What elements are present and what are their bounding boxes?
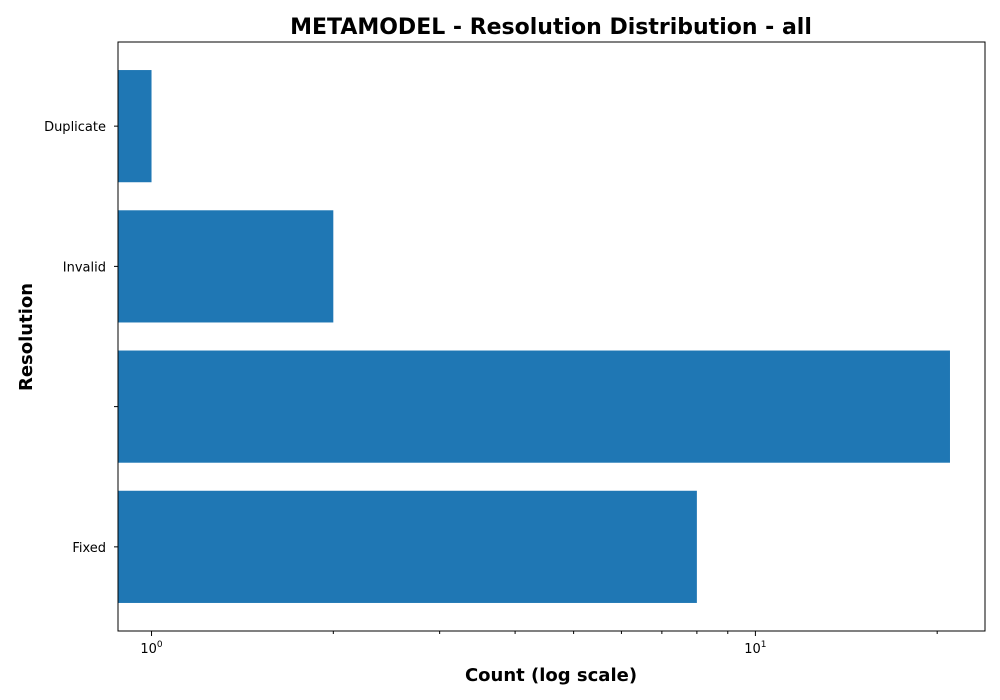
x-axis-ticks: 100 101 — [140, 631, 938, 657]
bars-group — [118, 70, 950, 603]
y-tick-label: Fixed — [72, 541, 106, 556]
bar-invalid — [118, 210, 334, 323]
y-tick-label: Invalid — [63, 260, 106, 275]
y-axis-label: Resolution — [16, 283, 37, 391]
y-tick-label: Duplicate — [44, 120, 106, 135]
x-axis-label: Count (log scale) — [465, 665, 637, 686]
x-tick-label: 100 — [140, 640, 163, 657]
y-axis-ticks: Fixed Invalid Duplicate — [44, 120, 118, 556]
bar-fixed — [118, 490, 697, 603]
bar-duplicate — [118, 70, 152, 183]
chart-title: METAMODEL - Resolution Distribution - al… — [290, 15, 812, 40]
plot-frame — [117, 41, 986, 632]
bar-unlabeled — [118, 350, 950, 463]
x-tick-label: 101 — [744, 640, 766, 657]
